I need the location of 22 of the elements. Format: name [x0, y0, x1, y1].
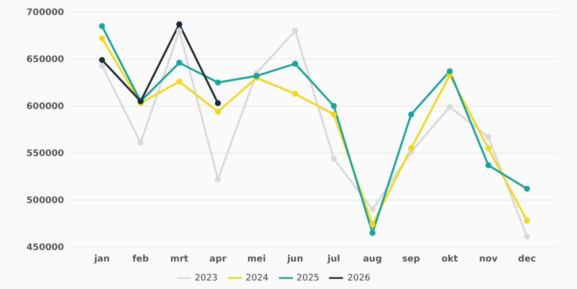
y-tick-label: 700000 [26, 8, 64, 18]
x-tick-label: apr [209, 254, 227, 264]
x-tick-label: jan [93, 254, 110, 264]
legend-label: 2023 [194, 273, 218, 284]
x-tick-label: mrt [170, 254, 190, 264]
x-tick-label: okt [441, 254, 459, 264]
y-tick-label: 500000 [26, 196, 64, 206]
y-tick-label: 550000 [26, 149, 64, 160]
x-tick-label: sep [402, 254, 421, 264]
x-tick-label: mei [247, 254, 266, 264]
y-tick-label: 600000 [26, 102, 64, 112]
legend-label: 2024 [246, 273, 268, 284]
x-tick-label: feb [132, 254, 150, 264]
legend-label: 2026 [347, 273, 370, 284]
y-tick-label: 650000 [26, 55, 64, 66]
x-tick-label: nov [479, 254, 498, 264]
y-tick-label: 450000 [26, 243, 64, 254]
legend-label: 2025 [296, 273, 320, 284]
x-tick-label: aug [362, 254, 382, 264]
x-tick-label: jun [286, 254, 304, 264]
x-tick-label: jul [326, 254, 340, 264]
x-tick-label: dec [518, 254, 536, 264]
